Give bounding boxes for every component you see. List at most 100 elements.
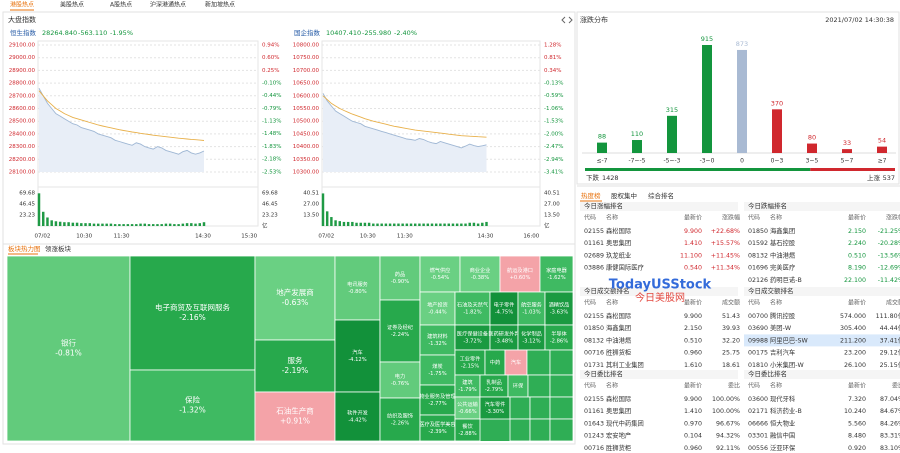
table-cell[interactable]: 阿里巴巴-SW — [770, 335, 808, 344]
table-cell[interactable]: 泛亚环保 — [770, 443, 796, 452]
y-tick-label: 28400.00 — [9, 131, 36, 137]
heatmap-tab[interactable]: 领涨板块 — [45, 244, 72, 253]
market-panel-title: 大盘指数 — [8, 15, 36, 24]
table-cell[interactable]: 腾讯控股 — [770, 311, 796, 320]
y-tick-label: 10400.00 — [293, 144, 320, 150]
table-cell: 00700 — [748, 313, 768, 320]
heatmap-tile[interactable] — [544, 291, 574, 326]
volume-bar — [198, 223, 202, 226]
prev-arrow[interactable] — [561, 16, 566, 24]
heatmap-tile[interactable] — [454, 324, 491, 351]
table-cell[interactable]: 恒大物业 — [770, 418, 795, 427]
heatmap-tile[interactable] — [419, 414, 456, 442]
table-cell[interactable]: 融信中国 — [770, 431, 795, 440]
table-cell: 32.20 — [722, 337, 740, 344]
tile-change: -0.76% — [391, 381, 409, 387]
volume-bar — [92, 223, 96, 226]
heatmap-tile[interactable] — [254, 255, 336, 341]
table-cell[interactable]: 现代中药集团 — [606, 418, 644, 427]
heatmap-tile[interactable] — [419, 291, 456, 326]
table-cell: 100.00% — [712, 396, 740, 403]
heatmap-title[interactable]: 板块热力图 — [8, 244, 41, 253]
heatmap-tile[interactable] — [489, 291, 519, 326]
heatmap-tile[interactable] — [454, 418, 481, 442]
tile-change: -1.82% — [463, 309, 481, 315]
table-header: 代码 — [748, 299, 760, 307]
table-cell: 305.400 — [840, 325, 866, 332]
table-header: 最新价 — [684, 214, 702, 222]
tile-change: -3.72% — [463, 338, 481, 344]
heatmap-tile[interactable] — [539, 255, 574, 293]
ranking-tab[interactable]: 热度榜 — [581, 191, 601, 200]
heatmap-tile[interactable] — [334, 391, 381, 442]
table-cell[interactable]: 海鑫集团 — [606, 323, 631, 332]
volume-bar — [58, 221, 62, 226]
table-cell[interactable]: 奥思集团 — [606, 406, 631, 415]
table-cell[interactable]: 基石控股 — [770, 238, 796, 247]
table-cell: 9.900 — [684, 396, 702, 403]
table-cell[interactable]: 康健国际医疗 — [606, 263, 644, 272]
top-tab[interactable]: 新加坡热点 — [205, 1, 235, 9]
bar — [737, 49, 747, 153]
heatmap-tile[interactable] — [454, 291, 491, 326]
table-cell[interactable]: 药明巨诺-B — [770, 275, 802, 284]
heatmap-tile[interactable] — [254, 339, 336, 393]
table-cell[interactable]: 小米集团-W — [770, 360, 804, 369]
heatmap-tile[interactable] — [6, 255, 131, 442]
x-tick-label: 5~7 — [841, 158, 854, 165]
table-cell[interactable]: 奥思集团 — [606, 238, 631, 247]
ranking-tab[interactable]: 综合排名 — [648, 191, 674, 200]
heatmap-tile[interactable] — [379, 397, 421, 442]
tile-name: 地产投资 — [427, 301, 448, 309]
table-cell[interactable]: 玖龙纸业 — [606, 250, 631, 259]
table-cell: 01810 — [748, 362, 768, 369]
tile-name: 工业零件 — [460, 355, 481, 363]
table-cell[interactable]: 海鑫集团 — [770, 226, 795, 235]
heatmap-tile[interactable] — [129, 369, 256, 442]
table-cell[interactable]: 科济药业-B — [770, 406, 802, 415]
index-change: -255.980 — [362, 29, 391, 37]
top-tab[interactable]: 美股热点 — [60, 1, 84, 9]
heatmap-tile[interactable] — [517, 324, 546, 351]
table-cell[interactable]: 现代牙科 — [770, 394, 796, 403]
table-cell[interactable]: 胜狮货柜 — [606, 443, 631, 452]
top-tab[interactable]: A股热点 — [110, 1, 132, 9]
heatmap-tile[interactable] — [419, 255, 461, 293]
table-cell[interactable]: 中油港燃 — [770, 250, 796, 259]
table-cell[interactable]: 其利工业集团 — [606, 360, 644, 369]
bar-value-label: 80 — [808, 134, 816, 142]
table-cell[interactable]: 森松国际 — [606, 226, 631, 235]
table-cell[interactable]: 森松国际 — [606, 311, 631, 320]
heatmap-tile[interactable] — [254, 391, 336, 442]
table-cell[interactable]: 胜狮货柜 — [606, 348, 631, 357]
table-cell: 2.150 — [848, 228, 866, 235]
ranking-tab[interactable]: 股权集中 — [611, 191, 637, 200]
volume-bar — [447, 223, 450, 226]
top-tab[interactable]: 沪深港通热点 — [150, 1, 186, 9]
table-cell[interactable]: 美团-W — [770, 323, 792, 332]
bar-value-label: 88 — [598, 133, 606, 141]
tile-name: 电讯服务 — [347, 280, 368, 288]
table-cell[interactable]: 吉利汽车 — [770, 348, 795, 357]
y2-tick-label: -2.00% — [544, 131, 563, 137]
heatmap-tile[interactable] — [129, 255, 256, 371]
y-tick-label: 10650.00 — [293, 81, 320, 87]
bar-value-label: 110 — [631, 130, 643, 138]
heatmap-tile[interactable] — [419, 324, 456, 356]
table-cell[interactable]: 森松国际 — [606, 394, 631, 403]
heatmap-tile[interactable] — [499, 255, 541, 293]
tile-change: -2.16% — [179, 313, 206, 322]
table-cell[interactable]: 完美医疗 — [770, 263, 796, 272]
volume-bar — [464, 223, 467, 226]
heatmap-tile[interactable] — [334, 319, 381, 393]
tile-name: 电子商贸及互联网服务 — [155, 302, 230, 312]
heatmap-tile[interactable] — [544, 324, 574, 351]
table-cell[interactable]: 宏安地产 — [606, 431, 631, 440]
heatmap-tile[interactable] — [419, 354, 456, 386]
volume-bar — [168, 223, 172, 226]
tile-name: 药品 — [395, 270, 405, 278]
top-tab[interactable]: 港股热点 — [10, 1, 34, 9]
next-arrow[interactable] — [568, 16, 573, 24]
table-cell[interactable]: 中油港燃 — [606, 335, 632, 344]
